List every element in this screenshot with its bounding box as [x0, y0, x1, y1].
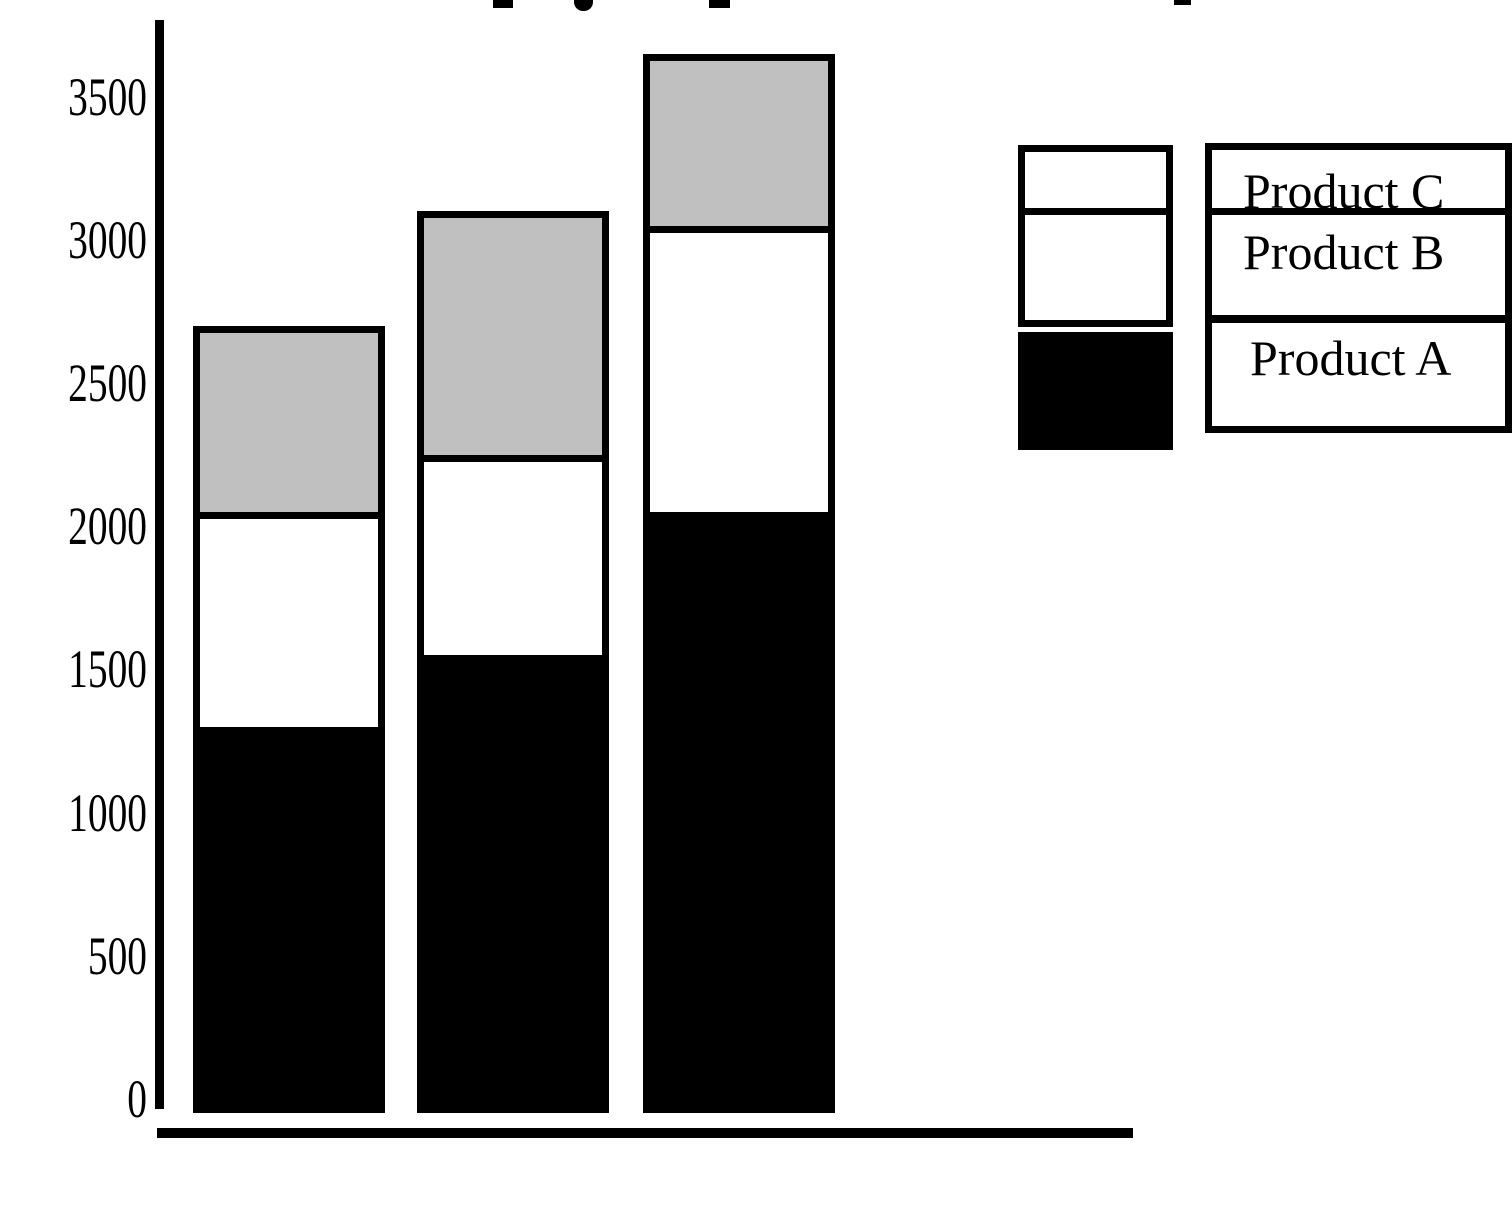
legend-swatch-gray-white: [1018, 145, 1173, 327]
legend: Product C Product B Product A: [1205, 143, 1512, 433]
legend-swatch-product-c: [1025, 152, 1166, 215]
bar1-segment-product-b: [193, 512, 385, 727]
bar3-segment-product-c: [643, 54, 835, 226]
legend-row-product-a: Product A: [1212, 323, 1505, 426]
y-axis-tick-label: 1000: [68, 783, 147, 843]
legend-label-product-c: Product C: [1243, 163, 1445, 219]
y-axis-tick-label: 2000: [68, 496, 147, 556]
bar2-segment-product-a: [417, 655, 609, 1113]
legend-label-product-a: Product A: [1250, 330, 1452, 386]
legend-row-product-c: Product C: [1212, 150, 1505, 219]
y-axis-line: [155, 20, 164, 1109]
y-axis-tick-label: 2500: [68, 353, 147, 413]
cropped-title-fragment: [709, 0, 730, 8]
bar2-segment-product-c: [417, 211, 609, 455]
bar2-segment-product-b: [417, 455, 609, 655]
legend-row-product-b: Product B: [1212, 215, 1505, 323]
bar3-segment-product-a: [643, 512, 835, 1113]
y-axis-tick-label: 3000: [68, 210, 147, 270]
cropped-title-fragment: [574, 0, 593, 11]
legend-label-product-b: Product B: [1243, 224, 1445, 280]
cropped-title-fragment: [493, 0, 513, 8]
bar3-segment-product-b: [643, 226, 835, 512]
y-axis-tick-label: 500: [87, 926, 147, 986]
bar1-segment-product-a: [193, 727, 385, 1113]
cropped-title-fragment: [1174, 0, 1191, 5]
y-axis-tick-label: 1500: [68, 639, 147, 699]
legend-swatch-product-a: [1018, 332, 1173, 450]
y-axis-tick-label: 3500: [68, 67, 147, 127]
x-axis-line: [157, 1128, 1133, 1138]
bar1-segment-product-c: [193, 326, 385, 512]
y-axis-tick-label: 0: [127, 1069, 147, 1129]
